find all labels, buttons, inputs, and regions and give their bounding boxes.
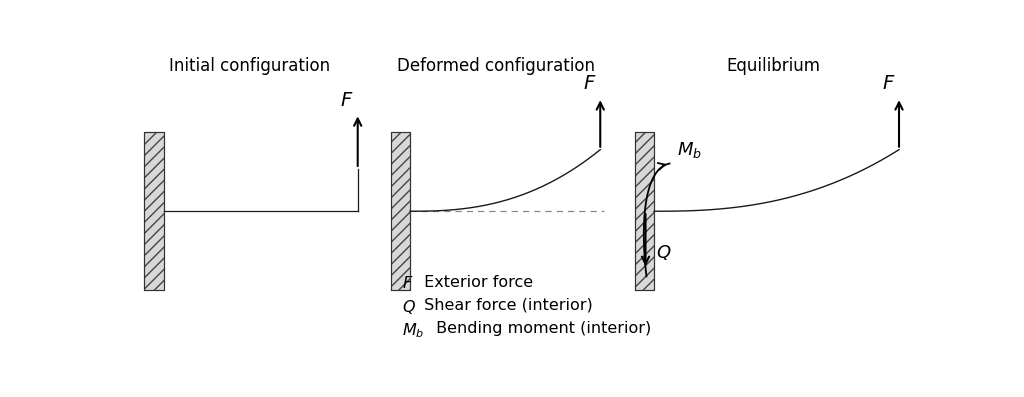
Text: Exterior force: Exterior force xyxy=(419,275,532,290)
Bar xyxy=(391,132,410,290)
Bar xyxy=(635,132,654,290)
Text: $Q$: $Q$ xyxy=(401,298,416,316)
Text: $F$: $F$ xyxy=(401,275,413,292)
Bar xyxy=(144,132,164,290)
Text: Initial configuration: Initial configuration xyxy=(169,57,331,75)
Text: $Q$: $Q$ xyxy=(656,243,672,262)
Text: $F$: $F$ xyxy=(882,75,895,93)
Text: Shear force (interior): Shear force (interior) xyxy=(419,298,592,313)
Text: $F$: $F$ xyxy=(583,75,596,93)
Text: $M_b$: $M_b$ xyxy=(401,321,424,340)
Text: Equilibrium: Equilibrium xyxy=(726,57,820,75)
Text: Bending moment (interior): Bending moment (interior) xyxy=(431,321,651,336)
Text: $F$: $F$ xyxy=(340,92,353,110)
Text: Deformed configuration: Deformed configuration xyxy=(397,57,595,75)
Text: $M_b$: $M_b$ xyxy=(677,141,702,160)
